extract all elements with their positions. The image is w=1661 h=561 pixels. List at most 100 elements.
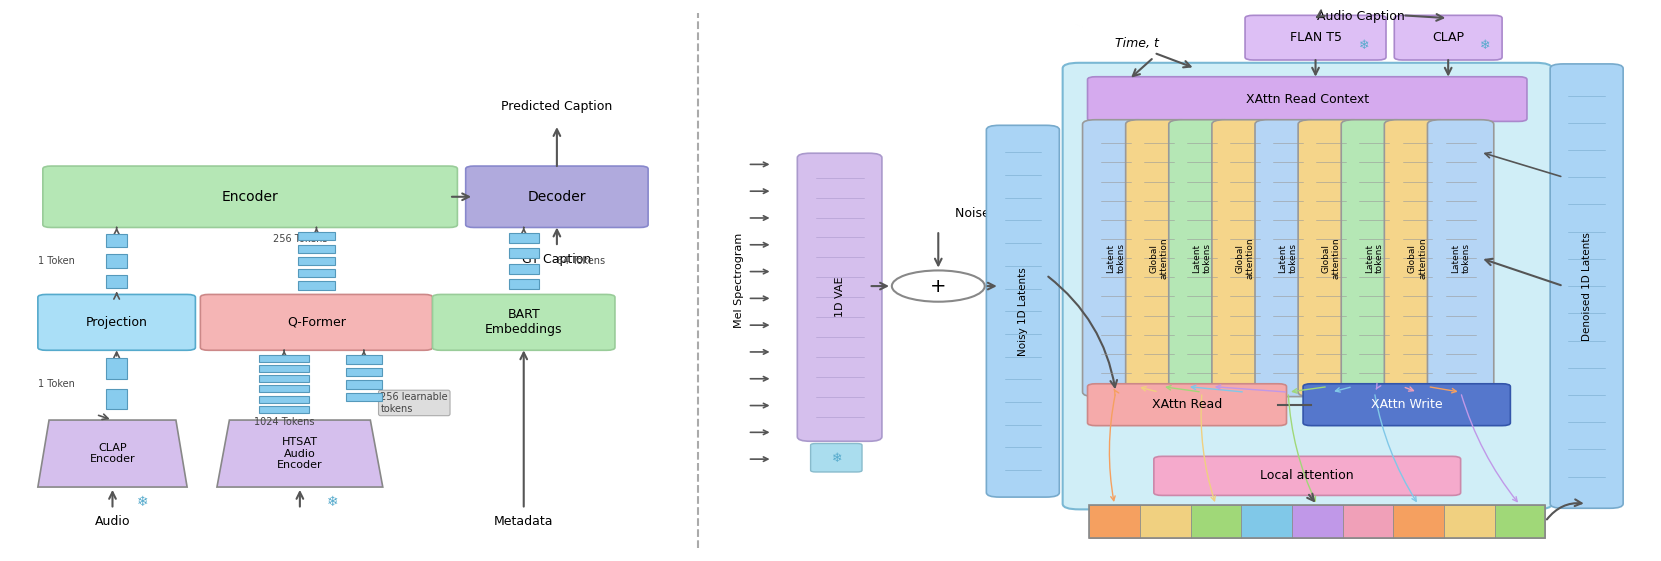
Text: ❄: ❄ <box>136 495 148 509</box>
Text: HTSAT
Audio
Encoder: HTSAT Audio Encoder <box>277 437 322 470</box>
Bar <box>1090 505 1545 539</box>
FancyBboxPatch shape <box>1088 77 1526 121</box>
Text: Global
attention: Global attention <box>1236 237 1254 279</box>
FancyBboxPatch shape <box>987 125 1060 497</box>
FancyBboxPatch shape <box>1246 15 1385 60</box>
Text: Global
attention: Global attention <box>1149 237 1169 279</box>
Text: 64 Tokens: 64 Tokens <box>556 256 605 266</box>
Text: ❄: ❄ <box>832 452 842 465</box>
Text: Latent
tokens: Latent tokens <box>1279 243 1297 273</box>
FancyBboxPatch shape <box>1126 119 1193 397</box>
Text: Predicted Caption: Predicted Caption <box>502 100 613 113</box>
Text: ❄: ❄ <box>1480 39 1492 52</box>
Text: Global
attention: Global attention <box>1322 237 1340 279</box>
Text: Latent
tokens: Latent tokens <box>1106 243 1126 273</box>
Bar <box>106 274 128 288</box>
Bar <box>508 279 538 289</box>
Bar <box>1443 505 1495 539</box>
Bar <box>1495 505 1545 539</box>
Polygon shape <box>218 420 382 487</box>
Text: Latent
tokens: Latent tokens <box>1193 243 1211 273</box>
FancyBboxPatch shape <box>1394 15 1502 60</box>
Text: ❄: ❄ <box>1359 39 1370 52</box>
Text: GT Caption: GT Caption <box>522 252 591 265</box>
Bar <box>345 355 382 364</box>
FancyBboxPatch shape <box>1340 119 1407 397</box>
Text: Denoised 1D Latents: Denoised 1D Latents <box>1581 232 1591 341</box>
Text: Audio: Audio <box>95 515 130 528</box>
Bar <box>1090 505 1139 539</box>
Text: Time, t: Time, t <box>1115 37 1159 50</box>
Bar <box>1292 505 1342 539</box>
Bar <box>106 389 128 410</box>
Bar <box>259 385 309 392</box>
Text: Audio Caption: Audio Caption <box>1317 10 1405 23</box>
Text: Noisy 1D Latents: Noisy 1D Latents <box>1018 267 1028 356</box>
Bar <box>508 248 538 259</box>
Bar <box>345 380 382 389</box>
Text: FLAN T5: FLAN T5 <box>1289 31 1342 44</box>
Bar <box>1342 505 1394 539</box>
FancyBboxPatch shape <box>811 444 862 472</box>
Bar <box>1139 505 1191 539</box>
Bar <box>1241 505 1292 539</box>
Bar <box>1191 505 1241 539</box>
Text: 256 Tokens: 256 Tokens <box>272 234 327 244</box>
Text: Latent
tokens: Latent tokens <box>1452 243 1470 273</box>
Text: Decoder: Decoder <box>528 190 586 204</box>
Bar <box>508 264 538 274</box>
Bar <box>299 257 336 265</box>
FancyBboxPatch shape <box>1304 384 1510 426</box>
Bar <box>259 375 309 382</box>
Text: CLAP: CLAP <box>1432 31 1465 44</box>
Bar <box>259 355 309 362</box>
Bar <box>106 358 128 379</box>
Text: 256 learnable
tokens: 256 learnable tokens <box>380 392 448 414</box>
Bar <box>259 396 309 403</box>
Text: Metadata: Metadata <box>493 515 553 528</box>
Circle shape <box>892 270 985 302</box>
FancyBboxPatch shape <box>1384 119 1450 397</box>
FancyBboxPatch shape <box>1256 119 1322 397</box>
FancyBboxPatch shape <box>1213 119 1279 397</box>
Text: XAttn Read Context: XAttn Read Context <box>1246 93 1369 105</box>
Bar <box>345 367 382 376</box>
Bar <box>1394 505 1443 539</box>
Text: BART
Embeddings: BART Embeddings <box>485 309 563 337</box>
Bar <box>259 406 309 413</box>
Bar <box>299 232 336 241</box>
Bar <box>299 245 336 253</box>
Text: 1D VAE: 1D VAE <box>834 277 845 318</box>
FancyBboxPatch shape <box>797 153 882 442</box>
Text: Global
attention: Global attention <box>1409 237 1427 279</box>
FancyBboxPatch shape <box>201 295 432 350</box>
FancyBboxPatch shape <box>1083 119 1149 397</box>
FancyBboxPatch shape <box>432 295 615 350</box>
Text: Encoder: Encoder <box>223 190 279 204</box>
FancyBboxPatch shape <box>1063 63 1551 509</box>
Bar <box>259 365 309 372</box>
Text: 1 Token: 1 Token <box>38 379 75 389</box>
Bar <box>345 393 382 401</box>
Text: +: + <box>930 277 947 296</box>
Text: 1024 Tokens: 1024 Tokens <box>254 417 314 427</box>
Text: Q-Former: Q-Former <box>287 316 345 329</box>
FancyBboxPatch shape <box>1169 119 1236 397</box>
Text: XAttn Read: XAttn Read <box>1151 398 1222 411</box>
FancyBboxPatch shape <box>1299 119 1364 397</box>
Bar <box>299 282 336 289</box>
FancyBboxPatch shape <box>38 295 196 350</box>
Text: Latent
tokens: Latent tokens <box>1365 243 1384 273</box>
FancyBboxPatch shape <box>43 166 457 227</box>
FancyBboxPatch shape <box>1088 384 1287 426</box>
FancyBboxPatch shape <box>465 166 648 227</box>
Bar <box>106 234 128 247</box>
FancyBboxPatch shape <box>1550 64 1623 508</box>
Text: ❄: ❄ <box>327 495 339 509</box>
Text: Local attention: Local attention <box>1261 470 1354 482</box>
Text: Mel Spectrogram: Mel Spectrogram <box>734 233 744 328</box>
Text: Projection: Projection <box>86 316 148 329</box>
Bar <box>508 233 538 243</box>
Text: Noise, ε: Noise, ε <box>955 207 1005 220</box>
FancyBboxPatch shape <box>1427 119 1493 397</box>
